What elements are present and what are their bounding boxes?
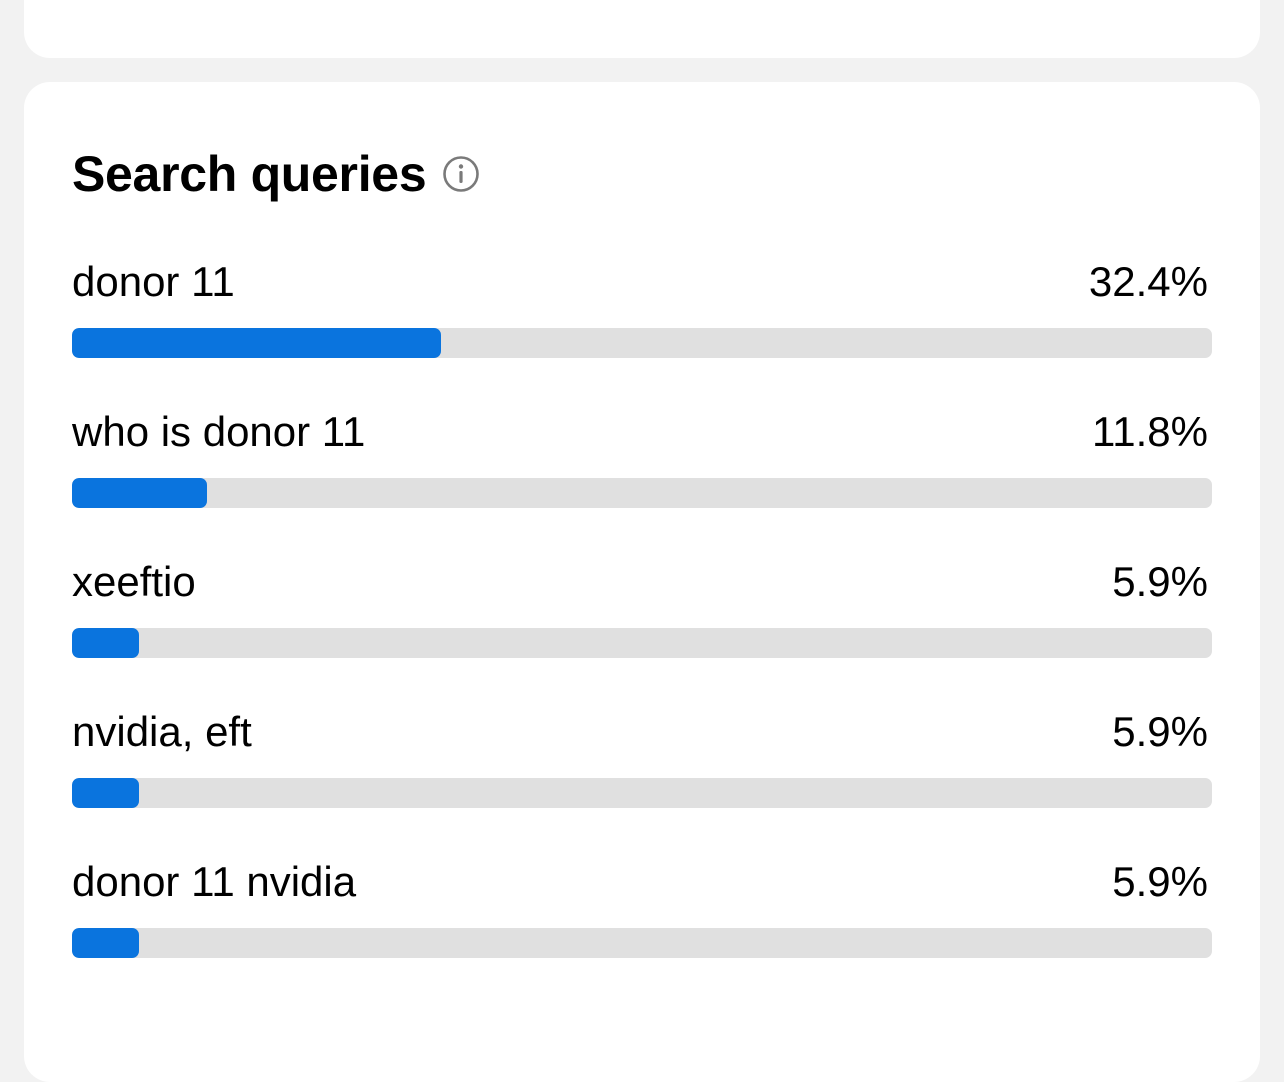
query-label: nvidia, eft	[72, 708, 252, 755]
query-bar-fill	[72, 778, 140, 808]
previous-card	[24, 0, 1260, 58]
query-percent: 5.9%	[1112, 858, 1208, 905]
query-percent: 5.9%	[1112, 558, 1208, 605]
query-label: xeeftio	[72, 558, 196, 605]
query-row: nvidia, eft 5.9%	[72, 702, 1212, 852]
section-header: Search queries	[72, 144, 480, 204]
query-label: donor 11	[72, 258, 235, 305]
query-row: xeeftio 5.9%	[72, 552, 1212, 702]
query-bar-track	[72, 328, 1212, 358]
info-circle-icon[interactable]	[442, 155, 480, 193]
query-bar-track	[72, 778, 1212, 808]
query-row: donor 11 nvidia 5.9%	[72, 852, 1212, 1002]
query-label: who is donor 11	[72, 408, 366, 455]
query-bar-track	[72, 628, 1212, 658]
search-queries-card: Search queries donor 11 32.4% who is don…	[24, 82, 1260, 1082]
query-bar-fill	[72, 328, 442, 358]
query-bar-fill	[72, 928, 140, 958]
query-percent: 5.9%	[1112, 708, 1208, 755]
query-bar-track	[72, 478, 1212, 508]
query-bar-fill	[72, 628, 140, 658]
section-title: Search queries	[72, 146, 427, 202]
query-bar-track	[72, 928, 1212, 958]
query-percent: 11.8%	[1092, 408, 1208, 455]
query-label: donor 11 nvidia	[72, 858, 357, 905]
query-bar-fill	[72, 478, 207, 508]
query-row: donor 11 32.4%	[72, 252, 1212, 402]
query-list: donor 11 32.4% who is donor 11 11.8% xee…	[72, 252, 1212, 1002]
query-percent: 32.4%	[1088, 258, 1208, 305]
query-row: who is donor 11 11.8%	[72, 402, 1212, 552]
